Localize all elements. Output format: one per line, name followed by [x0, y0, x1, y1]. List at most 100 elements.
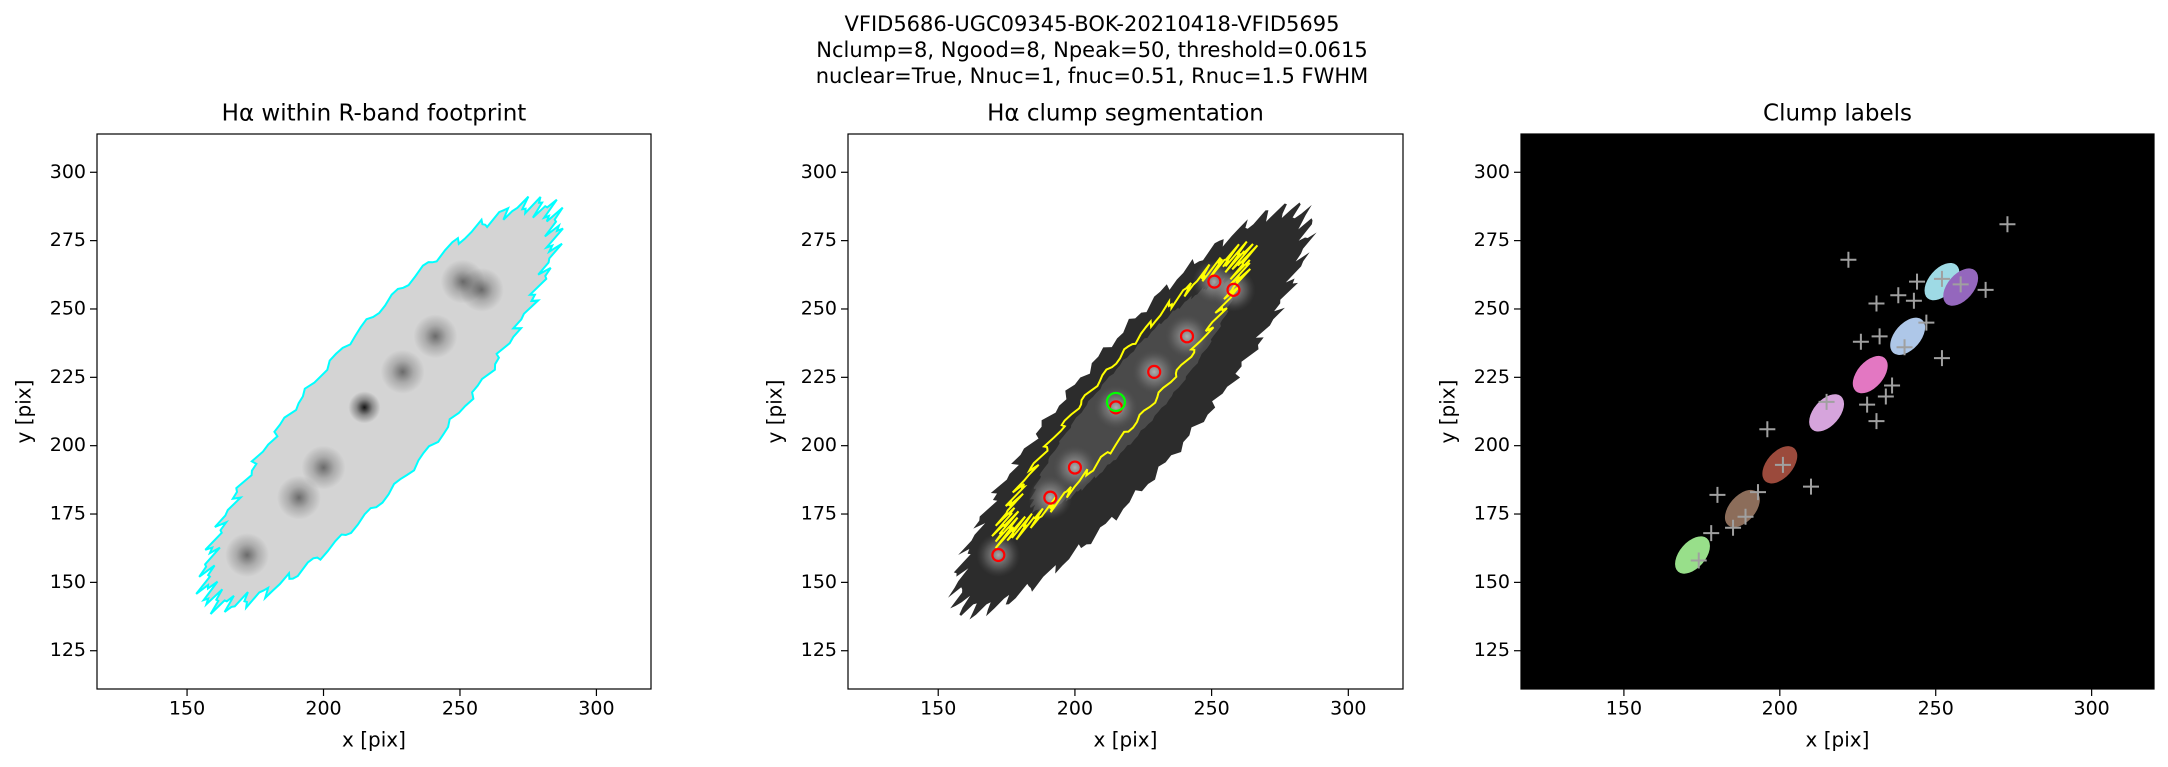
peak-marker	[1871, 328, 1888, 345]
clump-label	[1809, 394, 1845, 432]
y-tick-label: 150	[1474, 571, 1510, 593]
y-tick-label: 175	[50, 503, 86, 525]
x-axis-label: x [pix]	[1094, 728, 1158, 752]
image	[195, 195, 564, 615]
image	[1675, 216, 2016, 574]
y-tick-label: 275	[801, 229, 837, 251]
y-tick-label: 125	[50, 639, 86, 661]
peak-marker	[1884, 377, 1901, 394]
peak-marker	[1737, 508, 1754, 525]
peak-marker	[1868, 295, 1885, 312]
peak-marker	[1890, 287, 1907, 304]
clump-label	[1675, 536, 1710, 574]
x-tick-label: 150	[1606, 698, 1642, 720]
peak-marker	[1909, 273, 1926, 290]
peak-marker	[1840, 251, 1857, 268]
galaxy-knot	[1165, 314, 1210, 359]
x-axis-label: x [pix]	[342, 728, 406, 752]
galaxy-knot	[459, 267, 504, 312]
y-tick-label: 125	[1474, 639, 1510, 661]
galaxy-knot	[348, 391, 381, 424]
peak-marker	[1933, 270, 1950, 287]
peak-marker	[1818, 393, 1835, 410]
galaxy-knot	[1132, 349, 1177, 394]
peak-marker	[1859, 396, 1876, 413]
clump-marker	[1067, 460, 1083, 475]
x-axis-label: x [pix]	[1806, 728, 1870, 752]
peak-marker	[1749, 484, 1766, 501]
suptitle: Nclump=8, Ngood=8, Npeak=50, threshold=0…	[816, 38, 1368, 62]
clump-contour	[991, 240, 1259, 549]
clump-marker	[1207, 274, 1222, 289]
galaxy-knot	[1211, 267, 1256, 312]
axes-title: Hα clump segmentation	[987, 101, 1264, 127]
x-tick-label: 250	[1193, 698, 1229, 720]
peak-marker	[1999, 216, 2016, 233]
peak-marker	[1725, 519, 1742, 536]
x-tick-label: 250	[1918, 698, 1954, 720]
y-tick-label: 175	[1474, 503, 1510, 525]
peak-marker	[1774, 456, 1791, 473]
y-tick-label: 200	[801, 434, 837, 456]
clump-marker	[1043, 490, 1058, 505]
x-tick-label: 200	[1762, 698, 1798, 720]
galaxy-knot	[413, 314, 458, 359]
y-tick-label: 250	[50, 297, 86, 319]
y-tick-label: 150	[50, 571, 86, 593]
galaxy-knot	[1093, 385, 1138, 430]
peak-marker	[1759, 421, 1776, 438]
peak-marker	[1896, 339, 1913, 356]
y-tick-label: 250	[1474, 297, 1510, 319]
clump-label	[1724, 489, 1760, 528]
y-axis-label: y [pix]	[763, 380, 787, 444]
axes-title: Clump labels	[1763, 101, 1912, 127]
galaxy-knot	[276, 475, 321, 520]
axes-frame	[1520, 133, 2155, 690]
y-tick-label: 225	[801, 366, 837, 388]
x-tick-label: 250	[442, 698, 478, 720]
x-tick-label: 300	[2074, 698, 2110, 720]
y-tick-label: 125	[801, 639, 837, 661]
x-tick-label: 300	[578, 698, 614, 720]
clump-marker	[1226, 282, 1241, 297]
peak-marker	[1918, 314, 1935, 331]
clump-marker	[1179, 329, 1195, 344]
clump-label	[1852, 355, 1888, 394]
suptitle: VFID5686-UGC09345-BOK-20210418-VFID5695	[845, 12, 1340, 36]
y-tick-label: 225	[50, 366, 86, 388]
image	[948, 202, 1317, 620]
x-tick-label: 300	[1330, 698, 1366, 720]
y-tick-label: 150	[801, 571, 837, 593]
y-tick-label: 175	[801, 503, 837, 525]
axes-frame	[96, 133, 652, 690]
galaxy-knot	[976, 533, 1021, 578]
y-tick-label: 300	[1474, 161, 1510, 183]
y-tick-label: 250	[801, 297, 837, 319]
peak-marker	[1852, 333, 1869, 350]
y-axis-label: y [pix]	[12, 380, 36, 444]
peak-marker	[1703, 525, 1720, 542]
clump-marker	[1105, 391, 1127, 413]
y-axis-label: y [pix]	[1436, 380, 1460, 444]
y-tick-label: 200	[50, 434, 86, 456]
axes-title: Hα within R-band footprint	[222, 101, 527, 127]
y-tick-label: 275	[1474, 229, 1510, 251]
clump-marker	[991, 547, 1006, 563]
peak-marker	[1803, 478, 1819, 495]
galaxy-knot	[1052, 445, 1097, 490]
axes-frame	[847, 133, 1404, 690]
clump-label	[1890, 317, 1926, 355]
y-tick-label: 300	[801, 161, 837, 183]
galaxy-knot	[301, 445, 346, 490]
y-tick-label: 275	[50, 229, 86, 251]
footprint-outline	[195, 195, 564, 615]
x-tick-label: 200	[305, 698, 341, 720]
peak-marker	[1709, 486, 1726, 503]
peak-marker	[1952, 276, 1969, 293]
y-tick-label: 225	[1474, 366, 1510, 388]
peak-marker	[1905, 292, 1922, 309]
galaxy-knot	[225, 533, 270, 578]
peak-marker	[1877, 388, 1894, 405]
y-tick-label: 200	[1474, 434, 1510, 456]
peak-marker	[1933, 350, 1950, 367]
